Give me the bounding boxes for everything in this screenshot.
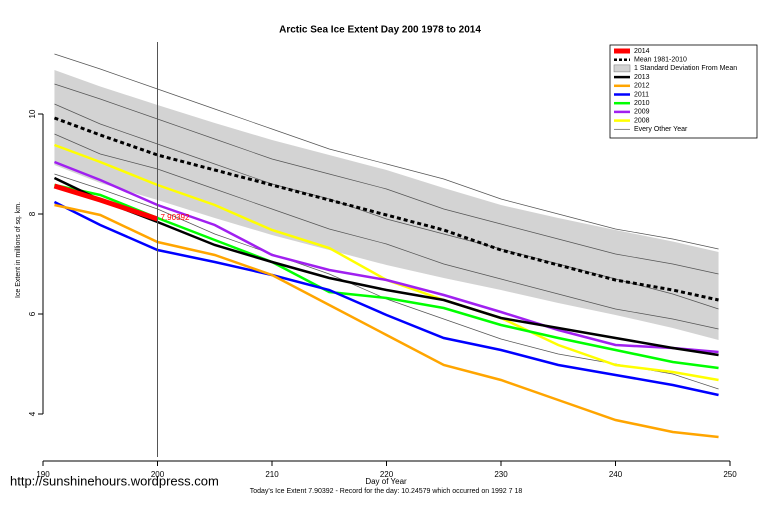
watermark: http://sunshinehours.wordpress.com bbox=[10, 473, 219, 488]
x-tick-label: 240 bbox=[609, 470, 623, 479]
y-tick-label: 8 bbox=[28, 211, 37, 216]
sd-band bbox=[54, 70, 719, 340]
legend-box bbox=[609, 44, 758, 139]
footer: Today's Ice Extent 7.90392 - Record for … bbox=[250, 488, 523, 495]
legend-label: 2011 bbox=[634, 91, 649, 98]
legend-label: 1 Standard Deviation From Mean bbox=[634, 65, 737, 72]
x-tick-label: 250 bbox=[723, 470, 737, 479]
legend-label: 2014 bbox=[634, 48, 650, 55]
x-tick-label: 190 bbox=[36, 470, 50, 479]
legend-label: Every Other Year bbox=[634, 126, 688, 133]
x-tick-label: 200 bbox=[151, 470, 165, 479]
mean-line bbox=[53, 116, 719, 302]
legend-label: 2009 bbox=[634, 109, 650, 116]
y-axis-label: Ice Extent in millions of sq. km. bbox=[15, 202, 22, 298]
legend-label: 2008 bbox=[634, 117, 650, 124]
x-tick-label: 210 bbox=[265, 470, 279, 479]
legend-label: 2012 bbox=[634, 83, 650, 90]
x-axis-label: Day of Year bbox=[365, 477, 407, 486]
legend-label: 2013 bbox=[634, 74, 650, 81]
x-tick-label: 220 bbox=[380, 470, 394, 479]
chart-title: Arctic Sea Ice Extent Day 200 1978 to 20… bbox=[279, 25, 481, 36]
annotation: 7.90392 bbox=[161, 213, 190, 222]
legend-label: 2010 bbox=[634, 100, 650, 107]
series-line bbox=[53, 183, 159, 222]
y-tick-label: 4 bbox=[28, 411, 37, 416]
y-tick-label: 6 bbox=[28, 311, 37, 316]
legend-swatch bbox=[613, 64, 631, 73]
legend-label: Mean 1981-2010 bbox=[634, 57, 687, 64]
x-tick-label: 230 bbox=[494, 470, 508, 479]
y-tick-label: 10 bbox=[28, 109, 37, 118]
